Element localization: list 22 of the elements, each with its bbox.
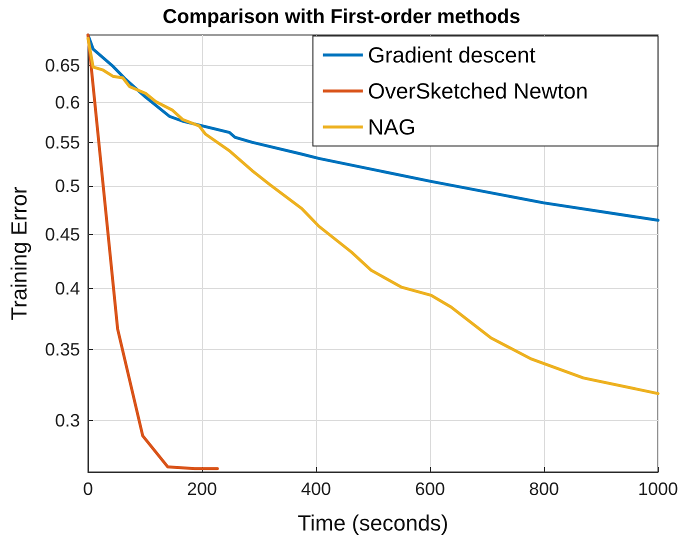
x-tick-label: 800: [528, 479, 560, 499]
y-tick-label: 0.6: [54, 92, 80, 112]
x-tick-label: 200: [186, 479, 218, 499]
chart-title: Comparison with First-order methods: [162, 6, 520, 28]
line-series: [86, 36, 660, 396]
legend-label: Gradient descent: [368, 42, 536, 68]
y-tick-label: 0.5: [54, 176, 80, 196]
line-series: [86, 34, 660, 222]
y-tick-label: 0.4: [54, 278, 80, 298]
legend-label: OverSketched Newton: [368, 78, 588, 104]
y-tick-label: 0.3: [54, 410, 80, 430]
y-tick-label: 0.55: [44, 132, 80, 152]
y-tick-label: 0.35: [44, 340, 80, 360]
x-axis-title: Time (seconds): [298, 510, 448, 536]
y-tick-label: 0.65: [44, 56, 80, 76]
x-tick-label: 600: [414, 479, 446, 499]
y-tick-label: 0.45: [44, 224, 80, 244]
y-axis-title: Training Error: [6, 186, 32, 320]
x-tick-label: 0: [82, 479, 94, 499]
x-tick-label: 1000: [638, 479, 678, 499]
legend-label: NAG: [368, 114, 416, 140]
x-tick-label: 400: [300, 479, 332, 499]
